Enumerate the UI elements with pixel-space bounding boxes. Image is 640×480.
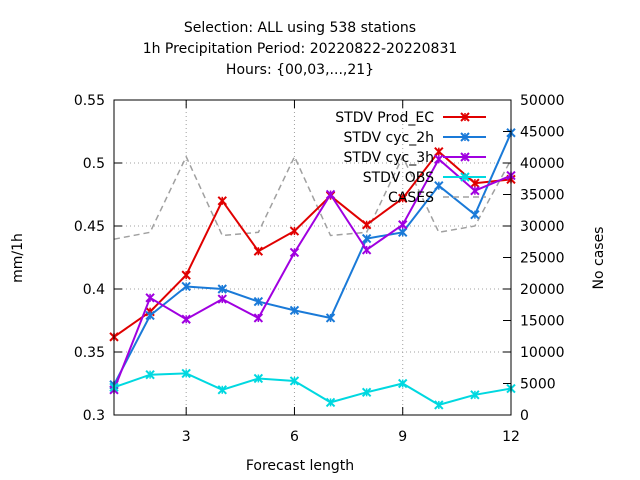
chart-title: Selection: ALL using 538 stations 1h Prec… xyxy=(143,20,458,78)
legend-marker xyxy=(460,112,470,122)
y2-tick-label: 5000 xyxy=(520,377,556,393)
data-point xyxy=(470,390,480,400)
y2-tick-label: 10000 xyxy=(520,345,565,361)
plot-frame xyxy=(113,99,512,416)
series-line xyxy=(113,150,512,338)
data-point xyxy=(434,154,444,164)
data-point xyxy=(253,373,264,384)
data-point xyxy=(145,293,155,303)
data-point xyxy=(217,196,227,206)
x-axis-label: Forecast length xyxy=(246,458,354,474)
legend-marker xyxy=(460,172,470,182)
data-point xyxy=(181,270,191,280)
y2-axis-label: No cases xyxy=(591,227,607,290)
data-point xyxy=(217,294,227,304)
data-point xyxy=(398,378,408,389)
legend-label: STDV OBS xyxy=(363,170,434,186)
x-tick-label: 3 xyxy=(182,429,191,445)
y-axis-label: mm/1h xyxy=(10,233,26,283)
data-point xyxy=(434,180,444,191)
data-point xyxy=(325,189,336,200)
data-point xyxy=(398,227,408,238)
y-tick-label: 0.5 xyxy=(83,156,105,172)
series-line xyxy=(113,132,512,386)
y2-tick-label: 50000 xyxy=(520,93,565,109)
y-tick-label: 0.55 xyxy=(74,93,105,109)
legend-marker xyxy=(460,132,470,142)
series-stdv-cyc-3h xyxy=(109,154,516,395)
y2-tick-label: 35000 xyxy=(520,188,565,204)
y-tick-label: 0.35 xyxy=(74,345,105,361)
legend-label: STDV cyc_3h xyxy=(344,150,434,166)
legend-label: STDV cyc_2h xyxy=(344,130,434,146)
data-point xyxy=(181,368,191,379)
y-tick-label: 0.4 xyxy=(83,282,105,298)
y2-tick-label: 20000 xyxy=(520,282,565,298)
data-point xyxy=(253,246,264,256)
y2-tick-label: 30000 xyxy=(520,219,565,235)
title-line: Selection: ALL using 538 stations xyxy=(184,20,416,36)
y-tick-label: 0.45 xyxy=(74,219,105,235)
series-line xyxy=(113,372,512,406)
data-point xyxy=(217,385,227,395)
data-point xyxy=(289,247,300,258)
data-point xyxy=(145,369,155,380)
data-point xyxy=(181,281,191,292)
data-point xyxy=(325,313,336,323)
data-point xyxy=(181,314,191,324)
x-tick-label: 6 xyxy=(290,429,299,445)
y2-tick-label: 40000 xyxy=(520,156,565,172)
data-point xyxy=(361,233,372,244)
y2-tick-label: 45000 xyxy=(520,125,565,141)
y2-tick-label: 15000 xyxy=(520,314,565,330)
series-line xyxy=(113,154,512,240)
data-point xyxy=(434,400,444,410)
series-stdv-obs xyxy=(109,368,516,410)
data-point xyxy=(325,397,336,408)
legend-label: STDV Prod_EC xyxy=(335,110,434,126)
title-line: Hours: {00,03,...,21} xyxy=(226,62,374,78)
data-point xyxy=(253,296,264,307)
data-point xyxy=(217,284,227,294)
data-point xyxy=(361,245,372,255)
x-tick-label: 9 xyxy=(398,429,407,445)
series-stdv-cyc-2h xyxy=(109,128,516,390)
grid-lines xyxy=(114,100,511,415)
data-point xyxy=(289,305,300,316)
y2-tick-label: 0 xyxy=(520,408,529,424)
x-tick-label: 12 xyxy=(502,429,520,445)
data-point xyxy=(145,310,155,321)
y-tick-label: 0.3 xyxy=(83,408,105,424)
legend: STDV Prod_EC STDV cyc_2h STDV cyc_3h STDV O… xyxy=(335,110,486,206)
data-point xyxy=(398,193,408,203)
data-point xyxy=(470,178,480,188)
data-point xyxy=(361,220,372,230)
legend-marker xyxy=(460,152,470,162)
series-line xyxy=(113,157,512,391)
data-point xyxy=(289,376,300,386)
data-point xyxy=(470,209,480,220)
legend-label: CASES xyxy=(388,190,434,206)
y2-tick-label: 25000 xyxy=(520,251,565,267)
data-point xyxy=(398,220,408,230)
data-point xyxy=(434,146,444,157)
data-point xyxy=(361,387,372,398)
data-point xyxy=(253,313,264,323)
title-line: 1h Precipitation Period: 20220822-202208… xyxy=(143,41,458,57)
data-point xyxy=(289,226,300,236)
axis-ticks: 0.3 0.35 0.4 0.45 0.5 0.55 0 5000 10000 15000 2000… xyxy=(74,93,565,445)
data-point xyxy=(470,186,480,196)
series-lines xyxy=(109,128,516,410)
series-cases xyxy=(113,154,512,240)
